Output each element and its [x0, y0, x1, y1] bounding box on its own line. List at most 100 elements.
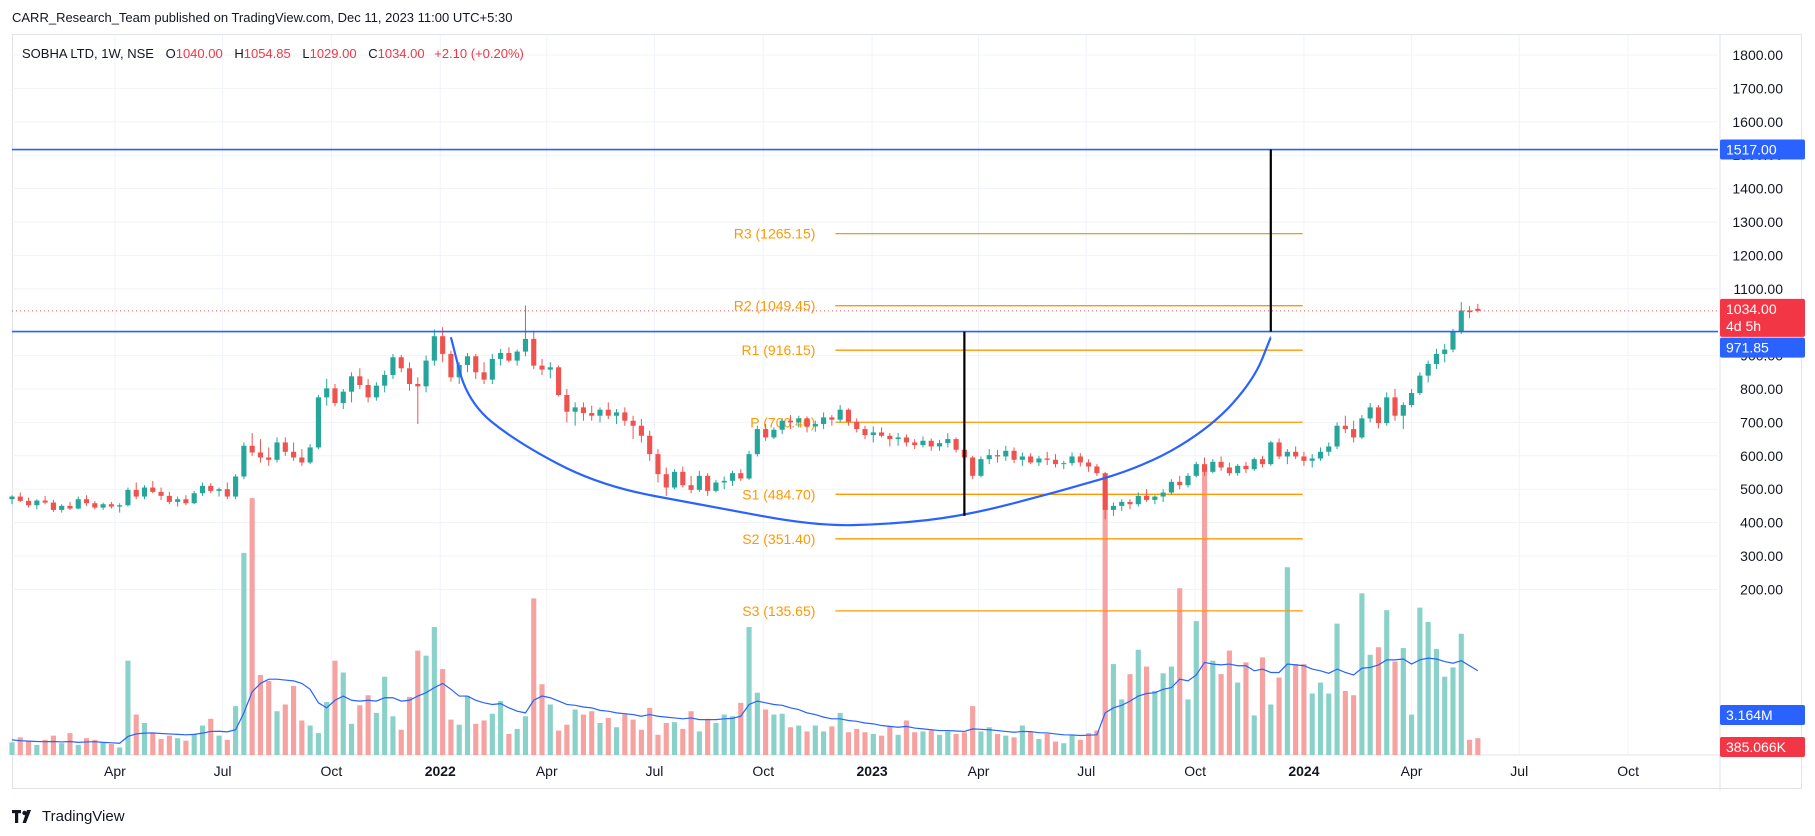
candle-body	[348, 376, 355, 392]
candle	[175, 496, 181, 507]
candle-body	[1036, 458, 1042, 463]
candle	[332, 383, 338, 407]
volume-bar	[249, 498, 255, 755]
candle	[1086, 459, 1092, 472]
candle-body	[556, 367, 562, 396]
candle-body	[1425, 363, 1431, 376]
volume-badge-text: 385.066K	[1726, 739, 1787, 755]
volume-bar	[514, 728, 520, 755]
volume-bar	[216, 735, 222, 755]
candle	[821, 412, 827, 430]
footer[interactable]: TradingView	[12, 808, 125, 825]
last-price-badge-text: 1034.00	[1726, 301, 1777, 317]
candle	[1077, 453, 1083, 467]
level-badge-top-bg	[1720, 139, 1805, 160]
tradingview-logo-icon	[12, 809, 36, 824]
cup-curve	[449, 336, 1272, 527]
time-tick-label: Jul	[214, 763, 232, 779]
candle-body	[1450, 331, 1456, 350]
candle	[1475, 303, 1481, 313]
candle	[125, 487, 131, 507]
volume-bar	[912, 732, 918, 755]
candle-body	[1442, 349, 1448, 354]
candle	[514, 349, 520, 366]
candle	[1417, 372, 1423, 396]
price-tick-label: 600.00	[1740, 448, 1783, 464]
candle-body	[440, 336, 446, 354]
volume-bar	[920, 731, 926, 755]
candle	[920, 436, 926, 448]
volume-bar	[622, 714, 628, 755]
candle	[763, 424, 769, 441]
candle	[1094, 464, 1100, 476]
candle-body	[489, 358, 495, 380]
candle-body	[166, 495, 172, 502]
volume-bar	[655, 734, 661, 755]
volume-series	[9, 471, 1481, 755]
volume-bar	[1011, 737, 1017, 755]
candle	[903, 434, 909, 447]
last-price-badge-text: 4d 5h	[1726, 318, 1761, 334]
candle	[1144, 489, 1150, 502]
candle-body	[1086, 462, 1092, 467]
candle-body	[1334, 425, 1340, 447]
candle	[655, 449, 661, 483]
candle	[953, 437, 959, 453]
volume-bar	[1201, 471, 1208, 755]
candle	[440, 327, 446, 363]
candle	[75, 496, 81, 510]
publish-line: CARR_Research_Team published on TradingV…	[12, 10, 513, 25]
candle-body	[473, 356, 479, 373]
candle	[315, 395, 321, 450]
candle-body	[1276, 442, 1282, 457]
symbol-name[interactable]: SOBHA LTD, 1W, NSE	[22, 46, 154, 61]
candle-body	[1061, 463, 1067, 465]
volume-bar	[854, 728, 860, 755]
candle-body	[141, 487, 148, 497]
candle	[274, 437, 280, 463]
candle	[390, 353, 396, 379]
candle-body	[382, 374, 388, 386]
candle	[796, 415, 802, 428]
volume-bar	[1301, 664, 1307, 755]
volume-bar	[1326, 693, 1332, 755]
candle-body	[67, 505, 73, 509]
price-axis: 1800.001700.001600.001500.001400.001300.…	[1732, 47, 1783, 597]
candle	[133, 482, 139, 500]
candle-body	[945, 439, 951, 444]
level-badge-top: 1517.00	[1720, 139, 1805, 160]
time-tick-label: Jul	[645, 763, 663, 779]
candle-body	[920, 440, 926, 446]
candle	[539, 358, 545, 375]
time-tick-label: Oct	[1617, 763, 1639, 779]
candle-body	[696, 475, 702, 490]
candle	[42, 495, 48, 505]
candle	[547, 362, 553, 379]
candle-body	[216, 489, 222, 491]
ohlc-legend: SOBHA LTD, 1W, NSE O1040.00 H1054.85 L10…	[22, 46, 524, 61]
volume-bar	[415, 650, 421, 755]
candle-body	[870, 432, 876, 436]
volume-bar	[837, 712, 843, 755]
candle	[713, 479, 719, 493]
candle-body	[613, 412, 620, 416]
candle-body	[663, 474, 669, 488]
candle-body	[713, 482, 719, 491]
price-tick-label: 700.00	[1740, 414, 1783, 430]
candle-body	[804, 418, 810, 427]
candle	[1110, 502, 1117, 516]
candle-body	[199, 485, 206, 494]
candle	[1450, 328, 1456, 353]
volume-bar	[324, 701, 330, 755]
tradingview-brand: TradingView	[42, 808, 125, 825]
candle-body	[829, 417, 835, 420]
volume-bar	[1218, 674, 1224, 755]
candle	[348, 372, 355, 403]
volume-bar	[1442, 676, 1448, 755]
volume-bar	[1052, 741, 1059, 755]
volume-bar	[713, 723, 719, 755]
candle	[986, 449, 992, 465]
volume-bar	[117, 747, 123, 755]
candle	[1351, 420, 1357, 443]
